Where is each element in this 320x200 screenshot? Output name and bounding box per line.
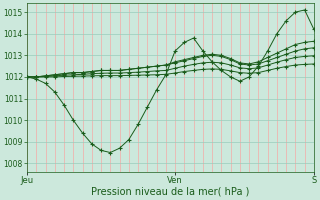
X-axis label: Pression niveau de la mer( hPa ): Pression niveau de la mer( hPa ) [91, 187, 250, 197]
